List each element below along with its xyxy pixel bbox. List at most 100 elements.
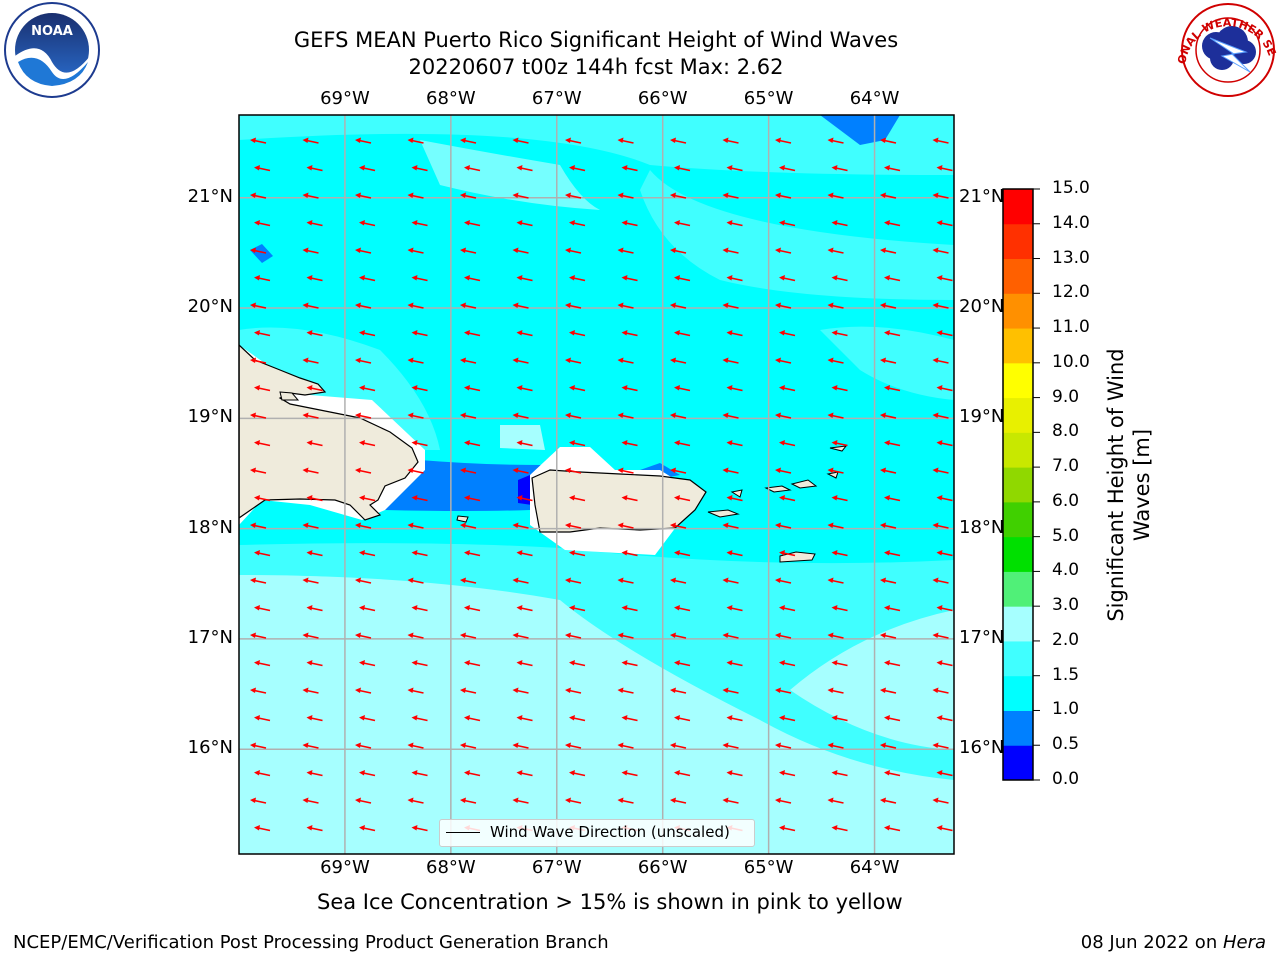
- wind-wave-arrow: [670, 247, 687, 254]
- lon-label-top: 66°W: [637, 88, 688, 109]
- wind-wave-arrow: [617, 577, 634, 584]
- wind-wave-arrow: [831, 440, 848, 447]
- colorbar-tick-label: 9.0: [1052, 386, 1080, 407]
- wind-wave-arrow: [464, 275, 481, 282]
- wind-wave-arrow: [831, 330, 848, 337]
- colorbar-segment: [1003, 293, 1033, 329]
- wind-wave-arrow: [932, 797, 949, 804]
- wind-wave-arrow: [565, 467, 582, 474]
- wind-wave-arrow: [254, 825, 271, 832]
- wind-wave-arrow: [880, 742, 897, 749]
- lon-label-top: 65°W: [743, 88, 794, 109]
- wind-wave-arrow: [726, 770, 743, 777]
- lon-label-bottom: 65°W: [743, 857, 794, 878]
- land-puerto-rico: [531, 469, 707, 533]
- wind-wave-arrow: [516, 275, 533, 282]
- colorbar-tick-label: 13.0: [1052, 247, 1090, 268]
- wind-wave-arrow: [512, 137, 529, 144]
- wind-wave-arrow: [411, 495, 428, 502]
- wind-wave-arrow: [250, 192, 267, 199]
- wind-wave-arrow: [306, 660, 323, 667]
- wind-wave-arrow: [250, 687, 267, 694]
- wind-wave-arrow: [936, 825, 953, 832]
- wind-wave-arrow: [407, 577, 424, 584]
- wind-wave-arrow: [254, 220, 271, 227]
- wind-wave-arrow: [254, 715, 271, 722]
- wind-wave-arrow: [569, 275, 586, 282]
- lon-label-top: 64°W: [849, 88, 900, 109]
- wind-wave-arrow: [464, 770, 481, 777]
- colorbar-tick-label: 5.0: [1052, 525, 1080, 546]
- wind-wave-arrow: [670, 797, 687, 804]
- wind-wave-arrow: [621, 550, 638, 557]
- wind-wave-arrow: [355, 797, 372, 804]
- credit-branch: NCEP/EMC/Verification Post Processing Pr…: [13, 932, 609, 953]
- wind-wave-arrow: [569, 165, 586, 172]
- wind-wave-arrow: [827, 412, 844, 419]
- wind-wave-arrow: [936, 550, 953, 557]
- wind-wave-arrow: [306, 825, 323, 832]
- wind-wave-arrow: [775, 302, 792, 309]
- wind-wave-arrow: [621, 605, 638, 612]
- wind-wave-arrow: [464, 495, 481, 502]
- wind-wave-arrow: [932, 632, 949, 639]
- wind-wave-arrow: [460, 797, 477, 804]
- colorbar-segment: [1003, 467, 1033, 503]
- wind-wave-arrow: [779, 220, 796, 227]
- wave-band-1.5-2m-south: [239, 543, 954, 780]
- wind-wave-arrow: [355, 412, 372, 419]
- wind-wave-arrow: [670, 522, 687, 529]
- wind-wave-arrow: [621, 440, 638, 447]
- wind-wave-arrow: [254, 165, 271, 172]
- wind-wave-arrow: [932, 137, 949, 144]
- wind-wave-arrow: [827, 137, 844, 144]
- wind-wave-arrow: [827, 302, 844, 309]
- wind-wave-arrow: [569, 550, 586, 557]
- lat-label-right: 16°N: [959, 737, 1005, 759]
- wind-wave-arrow: [302, 632, 319, 639]
- wind-wave-arrow: [250, 742, 267, 749]
- colorbar-segment: [1003, 258, 1033, 294]
- wind-wave-arrow: [411, 605, 428, 612]
- wind-wave-arrow: [880, 522, 897, 529]
- colorbar-tick-label: 3.0: [1052, 595, 1080, 616]
- wind-wave-arrow: [411, 715, 428, 722]
- wind-wave-arrow: [775, 742, 792, 749]
- wind-wave-arrow: [722, 522, 739, 529]
- wind-wave-arrow: [460, 192, 477, 199]
- wind-wave-arrow: [831, 385, 848, 392]
- wind-wave-arrow: [670, 742, 687, 749]
- wind-wave-arrow: [880, 357, 897, 364]
- colorbar-tick-label: 11.0: [1052, 317, 1090, 338]
- wind-wave-arrow: [306, 220, 323, 227]
- wind-wave-arrow: [831, 275, 848, 282]
- wind-wave-arrow: [569, 330, 586, 337]
- colorbar-tick-label: 6.0: [1052, 490, 1080, 511]
- wind-wave-arrow: [621, 385, 638, 392]
- wind-wave-arrow: [355, 522, 372, 529]
- wind-wave-arrow: [621, 165, 638, 172]
- wind-wave-arrow: [516, 770, 533, 777]
- wind-wave-arrow: [359, 275, 376, 282]
- wind-wave-arrow: [306, 495, 323, 502]
- wind-wave-arrow: [936, 770, 953, 777]
- wind-wave-arrow: [565, 137, 582, 144]
- wind-wave-arrow: [569, 770, 586, 777]
- wind-wave-arrow: [250, 412, 267, 419]
- wind-wave-arrow: [516, 165, 533, 172]
- wind-wave-arrow: [674, 440, 691, 447]
- wind-wave-arrow: [726, 440, 743, 447]
- wind-wave-arrow: [936, 605, 953, 612]
- wind-wave-arrow: [779, 770, 796, 777]
- wind-wave-arrow: [722, 687, 739, 694]
- wind-wave-arrow: [306, 605, 323, 612]
- lat-label-left: 18°N: [187, 516, 233, 538]
- wind-wave-arrow: [880, 632, 897, 639]
- wind-wave-arrow: [617, 412, 634, 419]
- wind-wave-arrow: [726, 330, 743, 337]
- wind-wave-arrow: [302, 742, 319, 749]
- wind-wave-arrow: [932, 192, 949, 199]
- wind-wave-arrow: [569, 660, 586, 667]
- wind-wave-arrow: [411, 770, 428, 777]
- wind-wave-arrow: [355, 192, 372, 199]
